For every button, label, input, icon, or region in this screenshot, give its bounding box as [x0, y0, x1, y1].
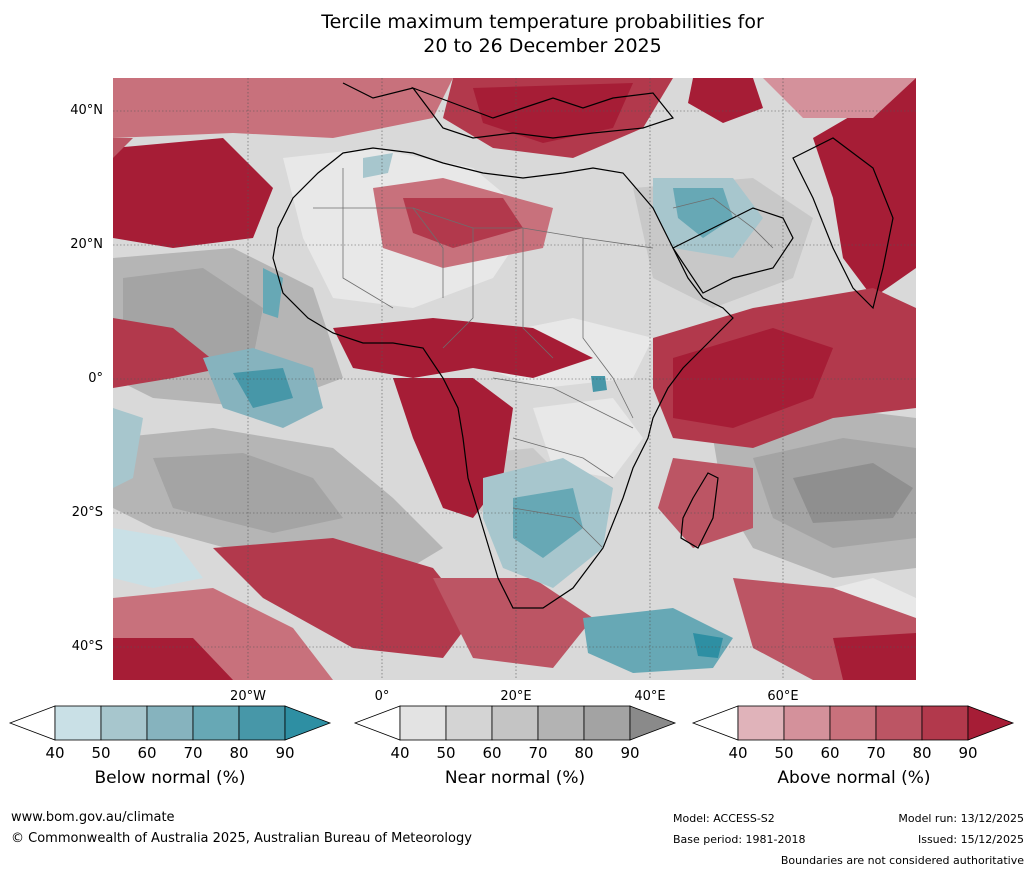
- legend-near-tick: 80: [574, 744, 593, 760]
- legend-below-tick: 40: [45, 744, 64, 760]
- legend-near-low-extend: [353, 705, 401, 741]
- legend-above-tick: 60: [820, 744, 839, 760]
- footer-disclaimer: Boundaries are not considered authoritat…: [780, 854, 1024, 867]
- lon-label-20w: 20°W: [230, 689, 266, 704]
- lat-label-0: 0°: [88, 371, 103, 386]
- footer-model-run: Model run: 13/12/2025: [898, 812, 1024, 825]
- legend-below-bin: [100, 705, 148, 741]
- footer-base-period: Base period: 1981-2018: [673, 833, 806, 846]
- legend-near-bin: [491, 705, 539, 741]
- footer-issued: Issued: 15/12/2025: [917, 833, 1024, 846]
- probability-map: [113, 78, 916, 680]
- legend-below-bin: [238, 705, 286, 741]
- lat-label-20n: 20°N: [70, 237, 103, 252]
- lon-label-40e: 40°E: [634, 689, 666, 704]
- legend-colorbars: 40 50 60 70 80 90 40 50 60 70 80 90 40 50 60 70 80 90: [8, 705, 1015, 760]
- legend-near-tick: 60: [482, 744, 501, 760]
- legend-above-low-extend: [691, 705, 739, 741]
- lon-label-0: 0°: [374, 689, 390, 704]
- coastlines: [272, 82, 894, 609]
- title-line-1: Tercile maximum temperature probabilitie…: [321, 11, 764, 33]
- legend-near-bin: [583, 705, 631, 741]
- legend-above-colorbar: 40 50 60 70 80 90: [691, 705, 1015, 760]
- lon-label-20e: 20°E: [500, 689, 532, 704]
- below-normal-areas: [113, 153, 763, 673]
- footer-website[interactable]: www.bom.gov.au/climate: [11, 810, 175, 825]
- legend-near-tick: 70: [528, 744, 547, 760]
- legend-above-high-extend: [967, 705, 1015, 741]
- legend-near-bin: [445, 705, 493, 741]
- legend-near-bin: [537, 705, 585, 741]
- legend-below-label: Below normal (%): [94, 768, 246, 788]
- legend-near-tick: 40: [390, 744, 409, 760]
- map-title: Tercile maximum temperature probabilitie…: [0, 10, 1035, 58]
- graticule: [113, 78, 916, 680]
- legend-below-tick: 70: [183, 744, 202, 760]
- lat-label-40n: 40°N: [70, 103, 103, 118]
- legend-below-tick: 60: [137, 744, 156, 760]
- legend-near-bin: [399, 705, 447, 741]
- legend-near-label: Near normal (%): [444, 768, 586, 788]
- legend-above-tick: 70: [866, 744, 885, 760]
- legend-near-colorbar: 40 50 60 70 80 90: [353, 705, 677, 760]
- above-normal-areas: [113, 78, 916, 680]
- footer-model: Model: ACCESS-S2: [673, 812, 775, 825]
- legend-near-tick: 90: [620, 744, 639, 760]
- legend-below-bin: [192, 705, 240, 741]
- legend-near-tick: 50: [436, 744, 455, 760]
- legend-above-tick: 50: [774, 744, 793, 760]
- legend-below-high-extend: [284, 705, 332, 741]
- legend-below-tick: 50: [91, 744, 110, 760]
- title-line-2: 20 to 26 December 2025: [423, 35, 662, 57]
- lon-label-60e: 60°E: [767, 689, 799, 704]
- lat-label-40s: 40°S: [71, 639, 103, 654]
- lat-label-20s: 20°S: [71, 505, 103, 520]
- legend-below-tick: 90: [275, 744, 294, 760]
- legend-below-colorbar: 40 50 60 70 80 90: [8, 705, 332, 760]
- legend-above-tick: 80: [912, 744, 931, 760]
- map-canvas: [113, 78, 916, 680]
- legend-above-bin: [875, 705, 923, 741]
- legend-below-bin: [146, 705, 194, 741]
- legend-below-low-extend: [8, 705, 56, 741]
- legend-near-high-extend: [629, 705, 677, 741]
- country-boundaries: [313, 168, 774, 549]
- legend-above-label: Above normal (%): [777, 768, 931, 788]
- legend-above-bin: [829, 705, 877, 741]
- legend-above-tick: 40: [728, 744, 747, 760]
- legend-below-bin: [54, 705, 102, 741]
- legend-above-bin: [737, 705, 785, 741]
- legend-below-tick: 80: [229, 744, 248, 760]
- footer-copyright: © Commonwealth of Australia 2025, Austra…: [11, 831, 472, 846]
- legend-above-bin: [921, 705, 969, 741]
- legend-above-bin: [783, 705, 831, 741]
- legend-above-tick: 90: [958, 744, 977, 760]
